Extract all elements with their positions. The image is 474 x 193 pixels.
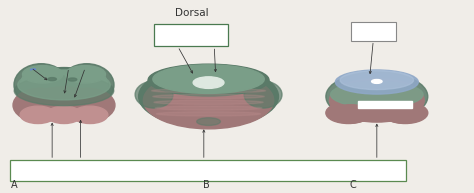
Ellipse shape (383, 105, 422, 123)
Ellipse shape (336, 70, 419, 94)
Ellipse shape (326, 72, 428, 121)
Ellipse shape (60, 88, 115, 122)
Ellipse shape (154, 100, 263, 104)
Ellipse shape (383, 102, 428, 124)
Bar (351, 22, 396, 41)
Ellipse shape (20, 67, 68, 103)
Ellipse shape (153, 94, 264, 99)
Ellipse shape (372, 80, 382, 83)
Ellipse shape (23, 66, 63, 83)
Ellipse shape (148, 64, 269, 96)
Bar (154, 24, 228, 46)
Ellipse shape (244, 81, 282, 108)
Ellipse shape (27, 87, 100, 118)
Ellipse shape (14, 64, 69, 106)
Ellipse shape (14, 76, 114, 106)
Ellipse shape (138, 66, 279, 127)
Text: A: A (11, 180, 18, 190)
Ellipse shape (60, 67, 108, 103)
Text: Dorsal: Dorsal (175, 8, 209, 18)
Ellipse shape (143, 72, 274, 129)
Ellipse shape (193, 77, 224, 88)
Ellipse shape (18, 70, 110, 100)
Ellipse shape (331, 81, 423, 108)
Ellipse shape (59, 64, 114, 106)
Ellipse shape (65, 66, 106, 83)
Ellipse shape (68, 78, 77, 81)
Ellipse shape (329, 79, 424, 122)
Ellipse shape (155, 106, 262, 110)
Ellipse shape (72, 106, 108, 124)
Ellipse shape (340, 71, 413, 90)
Bar (10, 160, 406, 181)
Ellipse shape (326, 102, 371, 124)
Text: C: C (350, 180, 356, 190)
Ellipse shape (152, 89, 265, 93)
Ellipse shape (13, 88, 68, 122)
Ellipse shape (331, 105, 370, 123)
Ellipse shape (33, 68, 95, 95)
Ellipse shape (153, 65, 264, 93)
Text: B: B (203, 180, 210, 190)
Ellipse shape (197, 118, 220, 125)
Ellipse shape (135, 81, 173, 108)
Bar (358, 101, 412, 108)
Ellipse shape (20, 106, 56, 124)
Ellipse shape (38, 70, 90, 94)
Ellipse shape (156, 112, 261, 116)
Ellipse shape (48, 78, 56, 81)
Ellipse shape (46, 106, 82, 124)
